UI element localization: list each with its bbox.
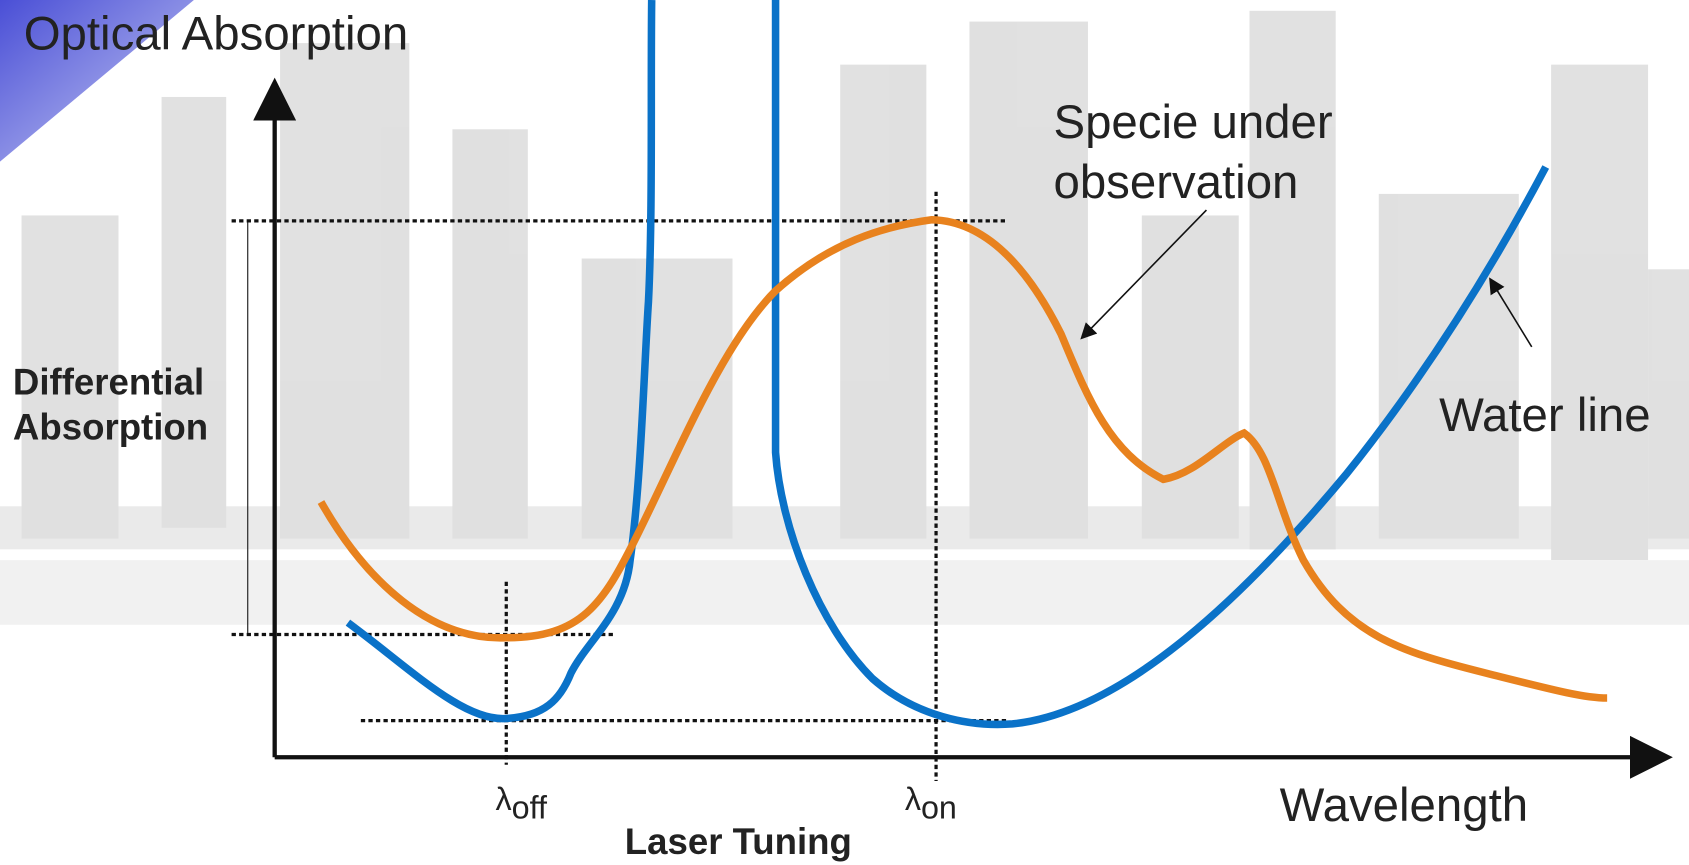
diagram: Optical Absorption Specie under observat…	[0, 0, 1689, 865]
title: Optical Absorption	[24, 8, 408, 61]
differential-label: Differential	[13, 361, 204, 402]
x-axis-label: Wavelength	[1280, 779, 1528, 832]
specie-label: Specie under	[1053, 96, 1332, 149]
differential-label: Absorption	[13, 407, 208, 448]
specie-label: observation	[1053, 156, 1298, 209]
background	[0, 11, 1689, 625]
subscript: on	[921, 790, 957, 826]
lambda-on: λon	[905, 781, 957, 826]
water-label: Water line	[1439, 389, 1651, 442]
lambda-off: λoff	[495, 781, 548, 826]
symbol: λ	[905, 781, 921, 817]
symbol: λ	[495, 781, 511, 817]
subscript: off	[512, 790, 548, 826]
tuning-label: Laser Tuning	[625, 821, 852, 862]
